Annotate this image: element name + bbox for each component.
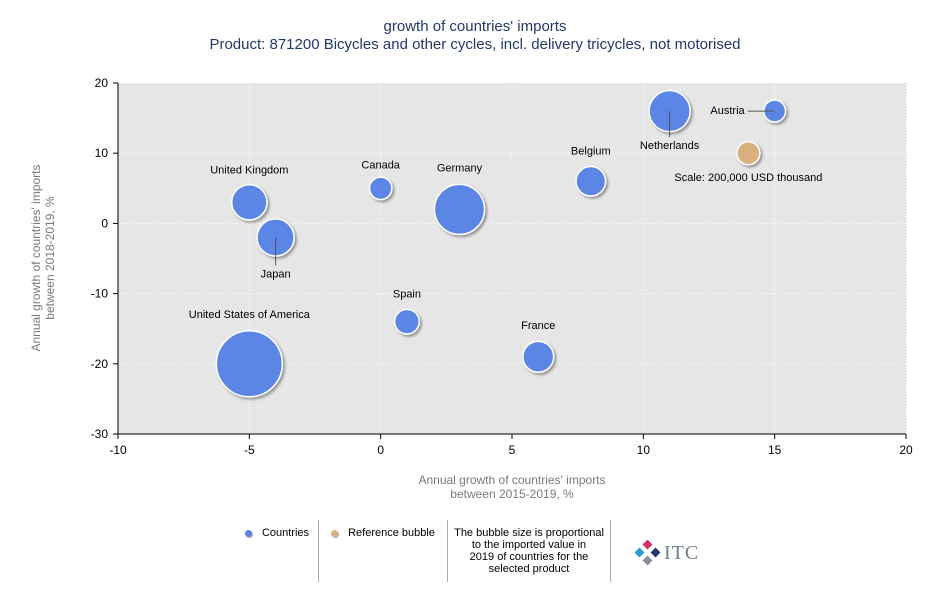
bubble[interactable] bbox=[736, 140, 761, 166]
itc-logo-icon bbox=[635, 540, 661, 566]
bubble[interactable] bbox=[368, 176, 393, 201]
bubble-label: Japan bbox=[261, 268, 291, 280]
y-tick-label: 0 bbox=[101, 216, 108, 230]
bubble-label: Germany bbox=[437, 162, 483, 174]
bubble-label: Spain bbox=[393, 289, 421, 301]
bubble-chart: -10 -5 0 5 10 15 20 -30 -20 -10 0 10 20 United Kingd… bbox=[29, 76, 913, 501]
legend-item-reference[interactable]: Reference bubble bbox=[319, 520, 447, 582]
bubble-label: Netherlands bbox=[640, 140, 700, 152]
y-tick-label: 20 bbox=[95, 76, 109, 90]
y-axis-title-line1: Annual growth of countries' imports bbox=[29, 164, 43, 351]
reference-dot-icon bbox=[331, 530, 339, 537]
x-axis-title-line2: between 2015-2019, % bbox=[450, 487, 574, 501]
legend-divider bbox=[447, 520, 448, 582]
x-tick-label: 20 bbox=[899, 443, 913, 457]
legend-note-line: The bubble size is proportional bbox=[454, 527, 604, 539]
legend-divider bbox=[318, 520, 319, 582]
bubble-label: United States of America bbox=[189, 309, 311, 321]
bubble-label: United Kingdom bbox=[210, 164, 288, 176]
chart-title-block: growth of countries' imports Product: 87… bbox=[0, 18, 950, 54]
chart-subtitle: Product: 871200 Bicycles and other cycle… bbox=[209, 36, 741, 53]
legend-note: The bubble size is proportional to the i… bbox=[448, 520, 610, 582]
x-tick-label: 15 bbox=[768, 443, 782, 457]
bubble-label: Belgium bbox=[571, 145, 611, 157]
y-tick-label: -10 bbox=[91, 287, 109, 301]
itc-logo-text: ITC bbox=[664, 541, 700, 564]
bubble[interactable] bbox=[215, 330, 284, 398]
bubble[interactable] bbox=[393, 308, 421, 335]
legend-reference-label: Reference bubble bbox=[348, 527, 435, 539]
x-tick-label: -5 bbox=[244, 443, 255, 457]
bubble[interactable] bbox=[522, 340, 555, 373]
bubble[interactable] bbox=[230, 183, 268, 221]
bubble-label: Canada bbox=[361, 159, 400, 171]
legend-note-line: to the imported value in bbox=[471, 539, 587, 551]
legend-item-countries[interactable]: Countries bbox=[236, 520, 318, 582]
x-tick-label: 5 bbox=[509, 443, 516, 457]
y-tick-label: 10 bbox=[95, 146, 109, 160]
axis-layer: -10 -5 0 5 10 15 20 -30 -20 -10 0 10 20 bbox=[91, 76, 913, 457]
legend-note-line: selected product bbox=[488, 563, 570, 575]
bubble-label: Scale: 200,000 USD thousand bbox=[674, 172, 822, 184]
bubble-label: France bbox=[521, 320, 555, 332]
y-tick-label: -30 bbox=[91, 427, 109, 441]
legend-countries-label: Countries bbox=[261, 527, 310, 539]
legend-note-line: 2019 of countries for the bbox=[469, 551, 589, 563]
bubble[interactable] bbox=[575, 165, 607, 197]
x-tick-label: -10 bbox=[109, 443, 127, 457]
chart-title: growth of countries' imports bbox=[383, 18, 567, 35]
y-tick-label: -20 bbox=[91, 357, 109, 371]
label-layer: United Kingdom Japan Canada Germany Belgium N… bbox=[189, 105, 823, 332]
x-axis-title-line1: Annual growth of countries' imports bbox=[418, 473, 605, 487]
bubble[interactable] bbox=[433, 183, 486, 236]
x-tick-label: 0 bbox=[377, 443, 384, 457]
x-tick-label: 10 bbox=[637, 443, 651, 457]
itc-logo: ITC bbox=[635, 524, 699, 582]
countries-dot-icon bbox=[244, 530, 252, 537]
bubble-label: Austria bbox=[710, 105, 745, 117]
grid-layer bbox=[118, 83, 907, 434]
legend-divider bbox=[610, 520, 611, 582]
y-axis-title-line2: between 2018-2019, % bbox=[43, 196, 57, 320]
bubble-layer bbox=[215, 89, 787, 398]
legend: Countries Reference bubble The bubble si… bbox=[236, 520, 699, 582]
